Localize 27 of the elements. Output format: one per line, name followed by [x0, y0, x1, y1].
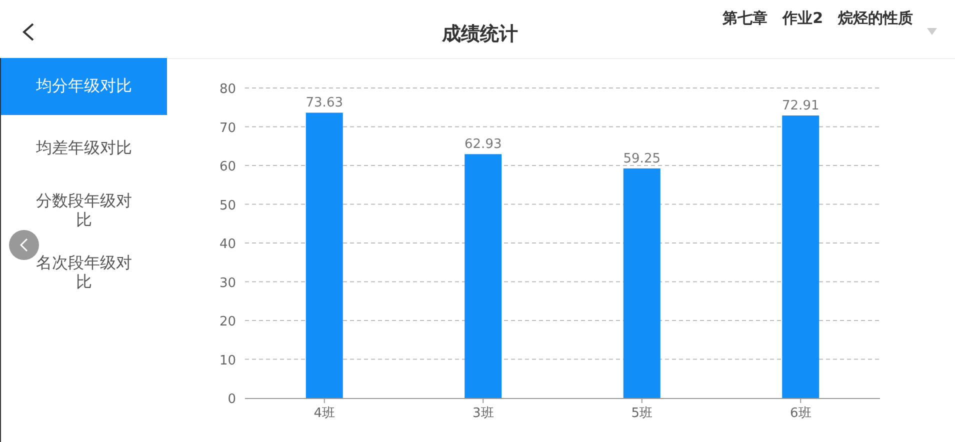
y-tick-label: 50	[219, 198, 236, 214]
chart-subtitle: 第七章 作业2 烷烃的性质	[722, 9, 913, 27]
y-tick-label: 80	[219, 82, 236, 97]
bar	[623, 168, 660, 398]
y-tick-label: 30	[219, 276, 236, 291]
x-tick-label: 6班	[790, 406, 812, 421]
bar	[782, 115, 820, 398]
text: 均差年级对比	[35, 138, 132, 157]
bar	[464, 154, 502, 398]
text: 均分年级对比	[35, 76, 132, 95]
y-tick-label: 10	[219, 353, 236, 368]
chart-title: 成绩统计	[441, 23, 518, 45]
y-tick-label: 70	[219, 120, 236, 136]
y-tick-label: 0	[228, 392, 236, 407]
x-tick-label: 4班	[314, 406, 336, 421]
text: 分数段年级对比	[36, 191, 132, 229]
y-tick-label: 20	[219, 314, 236, 330]
bar	[306, 112, 343, 398]
data-label: 59.25	[623, 151, 660, 166]
data-label: 73.63	[306, 96, 343, 111]
x-tick-label: 3班	[472, 406, 494, 421]
data-label: 62.93	[464, 137, 502, 152]
y-tick-label: 40	[219, 237, 236, 252]
text: 名次段年级对比	[36, 253, 132, 291]
data-label: 72.91	[782, 98, 820, 114]
x-tick-label: 5班	[631, 406, 653, 421]
y-tick-label: 60	[219, 160, 236, 174]
